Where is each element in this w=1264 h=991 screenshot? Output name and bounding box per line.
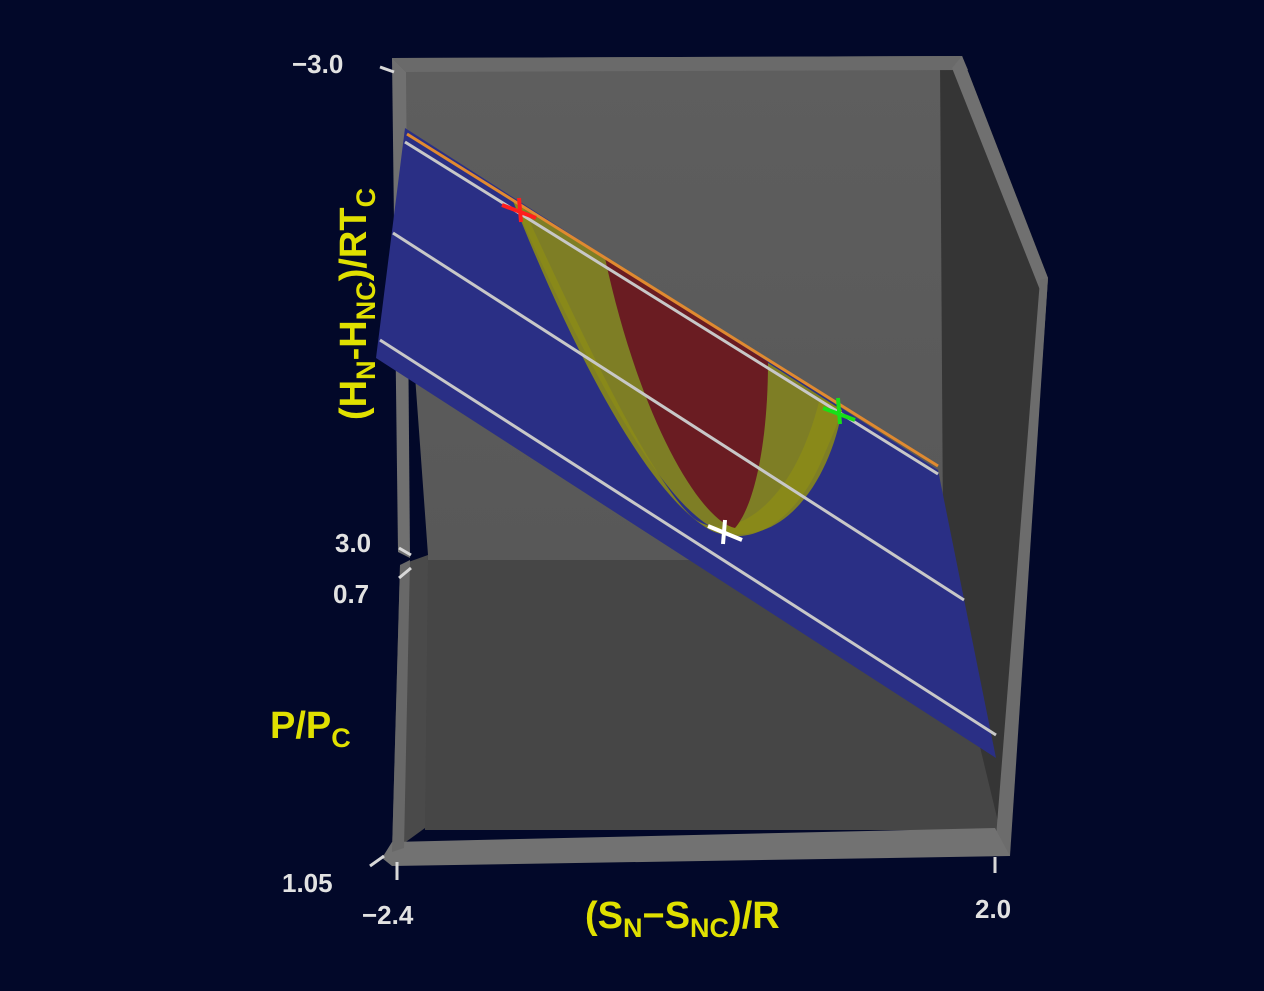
z-axis-label-part: C: [351, 188, 381, 208]
x-axis-label-part: −S: [643, 895, 691, 937]
right-coexistence-point: [822, 397, 856, 425]
right-frame: [952, 56, 1048, 290]
isobar-line: [379, 338, 997, 737]
x-axis-label-part: )/R: [729, 895, 780, 937]
z-tick-top: [379, 65, 395, 74]
right-post: [995, 278, 1048, 856]
z-tick-label-top: −3.0: [292, 49, 343, 79]
y-axis-label-part: C: [331, 723, 351, 753]
z-axis-label-part: N: [351, 360, 381, 380]
critical-point: [707, 519, 743, 545]
left-post-lower: [392, 560, 410, 852]
y-tick-bottom: [369, 854, 385, 868]
z-axis-label-part: )/RT: [333, 207, 375, 281]
left-coexistence-point: [501, 197, 537, 223]
tick-marks: [369, 65, 997, 880]
unstable-region: [605, 258, 768, 528]
y-tick-top: [398, 566, 412, 580]
tangent-line: [406, 132, 939, 468]
top-frame: [392, 56, 968, 72]
y-tick-label-top: 0.7: [333, 579, 369, 609]
isobar-line: [392, 231, 965, 602]
z-axis-label-part: (H: [333, 380, 375, 420]
y-tick-label-bottom: 1.05: [282, 868, 333, 898]
x-axis-label: (SN−SNC)/R: [585, 895, 780, 943]
x-axis-label-part: (S: [585, 895, 623, 937]
z-axis-label: (HN-HNC)/RTC: [333, 188, 381, 420]
y-axis-label-part: P/P: [270, 705, 331, 747]
z-tick-label-bottom: 3.0: [335, 528, 371, 558]
x-tick-label-left: −2.4: [362, 900, 414, 930]
y-axis-label: P/PC: [270, 705, 351, 753]
bottom-frame: [382, 828, 1010, 866]
x-axis-label-part: N: [623, 913, 643, 943]
z-axis-label-part: -H: [333, 320, 375, 360]
z-axis-label-part: NC: [351, 281, 381, 320]
z-tick-bottom: [398, 546, 412, 557]
x-tick-label-right: 2.0: [975, 894, 1011, 924]
x-axis-label-part: NC: [690, 913, 729, 943]
